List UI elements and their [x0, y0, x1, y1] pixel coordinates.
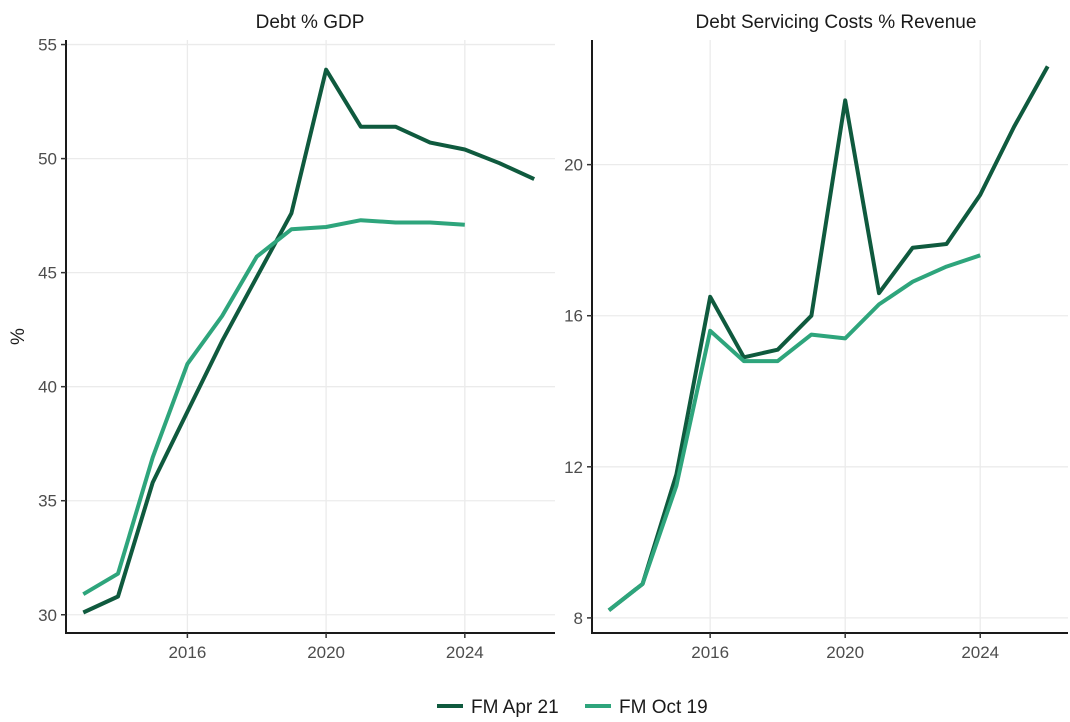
legend: FM Apr 21 FM Oct 19 — [437, 697, 708, 718]
y-tick-label: 50 — [38, 150, 57, 169]
series-line-fm-apr-21 — [82, 67, 536, 615]
chart-title: Debt Servicing Costs % Revenue — [696, 12, 977, 33]
y-axis-label: % — [8, 328, 29, 345]
chart-panel-1: Debt % GDP 2016 2020 2024 30 35 40 45 50 55% — [8, 12, 555, 662]
y-tick-label: 20 — [564, 156, 583, 175]
series-line-fm-oct-19 — [82, 218, 465, 596]
y-tick-label: 16 — [564, 307, 583, 326]
y-tick-label: 30 — [38, 606, 57, 625]
x-tick-label: 2024 — [961, 643, 999, 662]
x-tick-label: 2020 — [307, 643, 345, 662]
chart-title: Debt % GDP — [256, 12, 365, 33]
series-line-fm-oct-19 — [607, 253, 981, 612]
y-tick-label: 12 — [564, 458, 583, 477]
legend-label: FM Oct 19 — [619, 697, 708, 717]
y-tick-label: 8 — [574, 609, 583, 628]
x-tick-label: 2020 — [826, 643, 864, 662]
y-tick-label: 55 — [38, 36, 57, 55]
x-tick-label: 2024 — [446, 643, 484, 662]
y-tick-label: 45 — [38, 264, 57, 283]
series-line-fm-apr-21 — [607, 65, 1050, 612]
x-tick-label: 2016 — [168, 643, 206, 662]
legend-label: FM Apr 21 — [471, 697, 559, 717]
y-tick-label: 35 — [38, 492, 57, 511]
x-tick-label: 2016 — [691, 643, 729, 662]
y-tick-label: 40 — [38, 378, 57, 397]
